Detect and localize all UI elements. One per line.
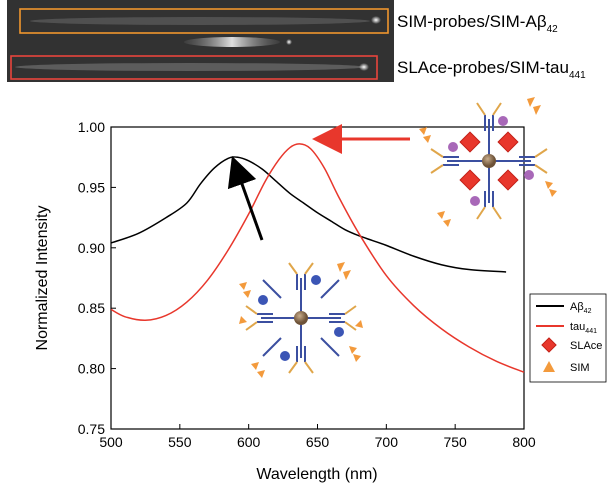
legend-entry-tau441: tau441 <box>536 321 597 335</box>
x-tick-label: 700 <box>375 434 399 450</box>
gel-lane-1-label: SIM-probes/SIM-Aβ42 <box>397 12 558 35</box>
gel-lane-1-streak <box>30 17 370 25</box>
y-tick-label: 0.85 <box>78 300 105 316</box>
svg-text:Aβ42: Aβ42 <box>570 301 592 315</box>
x-tick-label: 600 <box>237 434 261 450</box>
gel-lane-2-streak <box>15 63 365 71</box>
y-tick-label: 0.75 <box>78 421 105 437</box>
gel-lane-2-spot <box>359 63 369 71</box>
gel-middle-band <box>184 37 280 47</box>
x-tick-label: 650 <box>306 434 330 450</box>
series-line-abeta42 <box>110 156 507 273</box>
gel-lane-1-box <box>19 8 389 34</box>
series-layer <box>110 143 525 373</box>
gel-strip: SIM-probes/SIM-Aβ42 SLAce-probes/SIM-tau… <box>7 0 586 82</box>
arrow-black <box>227 155 264 241</box>
svg-text:SLAce: SLAce <box>570 340 602 352</box>
y-tick-label: 1.00 <box>78 119 105 135</box>
svg-text:SIM: SIM <box>570 362 590 374</box>
x-axis-label: Wavelength (nm) <box>256 466 377 483</box>
svg-text:tau441: tau441 <box>570 321 597 335</box>
x-axis-ticks: 500 550 600 650 700 750 800 <box>99 424 536 450</box>
gel-lane-2-label: SLAce-probes/SIM-tau441 <box>397 58 586 81</box>
x-tick-label: 800 <box>512 434 536 450</box>
sim-probe-illustration <box>239 262 363 378</box>
gel-lane-2-box <box>10 55 378 80</box>
y-axis-ticks: 0.75 0.80 0.85 0.90 0.95 1.00 <box>78 119 116 437</box>
x-tick-label: 550 <box>168 434 192 450</box>
gel-lane-1-spot <box>371 16 381 24</box>
y-tick-label: 0.95 <box>78 179 105 195</box>
gel-middle-spot <box>286 39 292 45</box>
legend-box <box>529 293 607 383</box>
y-tick-label: 0.80 <box>78 361 105 377</box>
x-tick-label: 500 <box>99 434 123 450</box>
series-line-tau441 <box>110 143 525 373</box>
legend-entry-slace: SLAce <box>541 337 602 353</box>
y-tick-label: 0.90 <box>78 240 105 256</box>
x-tick-label: 750 <box>443 434 467 450</box>
y-axis-label: Normalized Intensity <box>34 206 51 351</box>
slace-probe-illustration <box>419 97 557 227</box>
legend-entry-sim: SIM <box>543 361 590 374</box>
legend-entry-abeta42: Aβ42 <box>536 301 592 315</box>
chart: 500 550 600 650 700 750 800 0.750.800.850.900.… <box>34 119 536 483</box>
legend: Aβ42 tau441 SLAce SIM <box>529 293 607 383</box>
